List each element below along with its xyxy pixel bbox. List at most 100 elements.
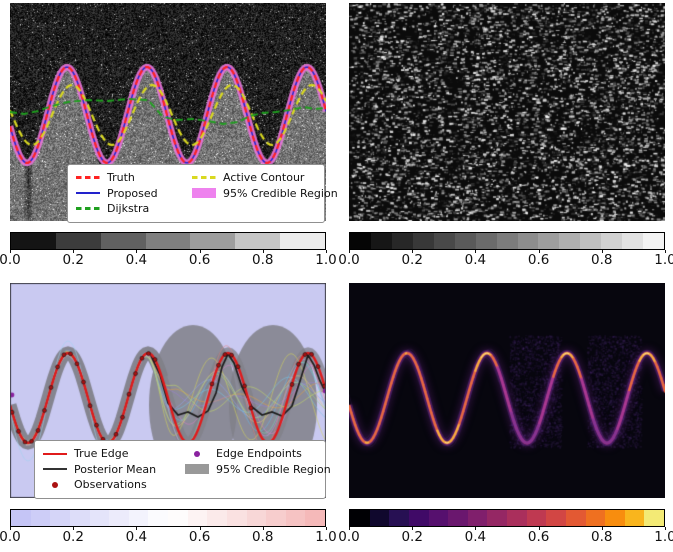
colorbar-tick bbox=[538, 250, 540, 253]
panel-gradient-image bbox=[349, 3, 665, 221]
colorbar-swatch bbox=[538, 233, 560, 249]
colorbar-swatch bbox=[517, 233, 539, 249]
colorbar-swatch bbox=[109, 510, 129, 526]
colorbar-gradient bbox=[10, 509, 326, 527]
legend-line-marker-icon bbox=[76, 192, 100, 195]
gradient-magnitude-image bbox=[349, 3, 665, 221]
colorbar-tick-label: 0.0 bbox=[0, 529, 21, 545]
colorbar-swatch bbox=[30, 510, 51, 526]
colorbar-swatch bbox=[11, 233, 56, 249]
colorbar-tick bbox=[199, 250, 201, 253]
legend-item: 95% Credible Region bbox=[192, 186, 338, 202]
colorbar-swatch bbox=[187, 510, 208, 526]
colorbar-swatch bbox=[475, 233, 497, 249]
legend-patch-marker-icon bbox=[185, 464, 209, 475]
colorbar-tick-label: 1.0 bbox=[315, 252, 337, 268]
colorbar-tick bbox=[601, 250, 603, 253]
colorbar-swatch bbox=[412, 233, 434, 249]
colorbar-tick-label: 0.0 bbox=[0, 252, 21, 268]
colorbar-swatch bbox=[350, 233, 371, 249]
legend-patch-marker-icon bbox=[192, 188, 216, 199]
legend-line-marker-icon bbox=[43, 468, 67, 471]
colorbar-tick-label: 0.8 bbox=[591, 252, 613, 268]
colorbar-tick-label: 0.4 bbox=[464, 529, 487, 545]
colorbar-swatch bbox=[580, 233, 602, 249]
colorbar-swatch bbox=[50, 510, 70, 526]
colorbar-swatch bbox=[601, 233, 623, 249]
colorbar-swatch bbox=[644, 510, 664, 526]
colorbar-swatch bbox=[246, 510, 267, 526]
legend-bottom-left: True Edge Posterior Mean Observations Edge … bbox=[34, 440, 331, 499]
legend-item: Dijkstra bbox=[76, 201, 180, 217]
legend-item-label: 95% Credible Region bbox=[216, 462, 331, 476]
colorbar-swatch bbox=[433, 233, 455, 249]
colorbar-tick bbox=[601, 527, 603, 530]
colorbar-swatch bbox=[11, 510, 31, 526]
colorbar-gradient bbox=[349, 232, 665, 250]
colorbar-swatch bbox=[585, 510, 606, 526]
colorbar-swatch bbox=[89, 510, 110, 526]
legend-item: Posterior Mean bbox=[43, 462, 173, 478]
legend-item-label: Edge Endpoints bbox=[216, 447, 302, 461]
legend-item-label: Posterior Mean bbox=[74, 462, 157, 476]
colorbar-tick-label: 0.2 bbox=[401, 529, 423, 545]
colorbar-swatch bbox=[559, 233, 581, 249]
colorbar-tick-label: 0.2 bbox=[401, 252, 423, 268]
legend-dot-marker-icon bbox=[185, 450, 209, 457]
colorbar-swatch bbox=[605, 510, 625, 526]
legend-dot-marker-icon bbox=[43, 481, 67, 488]
colorbar-swatch bbox=[266, 510, 286, 526]
colorbar-tick bbox=[665, 250, 666, 253]
colorbar-swatch bbox=[448, 510, 468, 526]
colorbar-swatch bbox=[305, 510, 325, 526]
colorbar-swatch bbox=[55, 233, 101, 249]
colorbar-swatch bbox=[280, 233, 326, 249]
colorbar-tick bbox=[199, 527, 201, 530]
colorbar-swatch bbox=[369, 510, 390, 526]
colorbar-swatch bbox=[507, 510, 527, 526]
colorbar-tick-label: 0.8 bbox=[591, 529, 613, 545]
colorbar-tick-label: 0.4 bbox=[464, 252, 487, 268]
colorbar-tick bbox=[665, 527, 666, 530]
legend-item: Truth bbox=[76, 170, 180, 186]
legend-item: True Edge bbox=[43, 446, 173, 462]
colorbar-tick-label: 1.0 bbox=[654, 529, 673, 545]
colorbar-tick-label: 0.6 bbox=[527, 529, 550, 545]
colorbar-tick-label: 0.0 bbox=[338, 252, 360, 268]
colorbar-tick bbox=[326, 527, 327, 530]
posterior-density-heatmap bbox=[349, 283, 665, 498]
colorbar-tick bbox=[73, 250, 75, 253]
colorbar-swatch bbox=[408, 510, 429, 526]
legend-item-label: True Edge bbox=[74, 447, 129, 461]
colorbar-swatch bbox=[428, 510, 449, 526]
colorbar-swatch bbox=[487, 510, 507, 526]
colorbar-swatch bbox=[168, 510, 188, 526]
colorbar-swatch bbox=[226, 510, 247, 526]
colorbar-tick bbox=[136, 527, 138, 530]
colorbar-tick bbox=[412, 250, 414, 253]
legend-line-marker-icon bbox=[43, 452, 67, 455]
colorbar-tick-label: 0.8 bbox=[252, 529, 274, 545]
colorbar-swatch bbox=[207, 510, 227, 526]
colorbar-gradient bbox=[349, 509, 665, 527]
legend-top-left: Truth Proposed Dijkstra Active Contour 95% C… bbox=[67, 164, 338, 223]
legend-item-label: Observations bbox=[74, 478, 147, 492]
colorbar-tick bbox=[136, 250, 138, 253]
legend-item-label: Proposed bbox=[107, 186, 158, 200]
colorbar-tick bbox=[10, 250, 11, 253]
legend-item-label: Active Contour bbox=[223, 171, 305, 185]
colorbar-tick-label: 0.6 bbox=[188, 529, 211, 545]
colorbar-tick bbox=[262, 250, 264, 253]
colorbar-bottom-left: 0.0 0.2 0.4 0.6 0.8 1.0 bbox=[0, 509, 337, 545]
colorbar-tick-label: 1.0 bbox=[315, 529, 337, 545]
legend-item-label: Dijkstra bbox=[107, 202, 150, 216]
colorbar-swatch bbox=[643, 233, 665, 249]
legend-item-label: Truth bbox=[107, 171, 135, 185]
colorbar-swatch bbox=[622, 233, 644, 249]
colorbar-tick bbox=[349, 527, 350, 530]
legend-item: Active Contour bbox=[192, 170, 338, 186]
legend-dash-marker-icon bbox=[76, 207, 100, 211]
panel-posterior-samples: True Edge Posterior Mean Observations Edge … bbox=[10, 283, 331, 499]
colorbar-tick-label: 0.6 bbox=[188, 252, 211, 268]
colorbar-tick bbox=[349, 250, 350, 253]
